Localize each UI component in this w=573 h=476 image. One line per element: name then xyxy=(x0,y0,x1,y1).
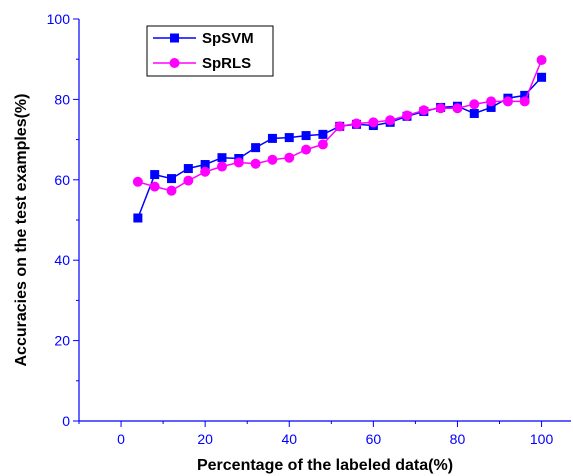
legend-sprls-marker xyxy=(169,58,180,68)
axes: 0 20 40 60 80 100 0 20 40 60 80 100 xyxy=(47,11,571,447)
y-tick-label: 40 xyxy=(54,252,70,268)
legend-sprls-label: SpRLS xyxy=(202,55,251,72)
spsvm-point xyxy=(486,102,496,112)
y-tick-label: 60 xyxy=(54,172,70,188)
sprls-point xyxy=(317,139,328,150)
spsvm-line xyxy=(137,76,543,219)
x-tick-label: 80 xyxy=(450,431,466,447)
sprls-point xyxy=(385,115,396,126)
sprls-point xyxy=(301,144,312,155)
sprls-point xyxy=(536,55,547,66)
spsvm-point xyxy=(133,213,143,223)
sprls-point xyxy=(267,154,278,165)
sprls-point xyxy=(216,161,227,172)
spsvm-point xyxy=(301,131,311,141)
sprls-point xyxy=(418,105,429,116)
y-tick-label: 20 xyxy=(54,333,70,349)
sprls-point xyxy=(183,175,194,186)
sprls-point xyxy=(250,158,261,169)
y-tick-label: 0 xyxy=(62,413,70,429)
sprls-point xyxy=(149,181,160,192)
sprls-point xyxy=(486,96,497,107)
spsvm-point xyxy=(251,143,261,153)
spsvm-point xyxy=(150,170,160,180)
sprls-point xyxy=(469,99,480,110)
x-tick-label: 40 xyxy=(281,431,297,447)
series-layer xyxy=(132,55,547,223)
sprls-point xyxy=(334,121,345,132)
sprls-point xyxy=(233,157,244,168)
sprls-point xyxy=(502,96,513,107)
spsvm-point xyxy=(200,160,210,170)
spsvm-point xyxy=(167,174,177,184)
spsvm-point xyxy=(267,133,277,143)
legend-spsvm-marker xyxy=(170,33,179,43)
sprls-point xyxy=(368,117,379,128)
y-axis-title: Accuracies on the test examples(%) xyxy=(13,94,30,367)
spsvm-point xyxy=(183,164,193,174)
legend: SpSVM SpRLS xyxy=(146,25,274,77)
sprls-point xyxy=(402,110,412,121)
x-tick-label: 20 xyxy=(197,431,213,447)
sprls-point xyxy=(200,166,211,177)
spsvm-point xyxy=(284,133,294,143)
x-tick-label: 60 xyxy=(366,431,382,447)
x-tick-label: 0 xyxy=(117,431,125,447)
sprls-point xyxy=(166,185,177,196)
sprls-point xyxy=(284,152,295,163)
spsvm-point xyxy=(318,129,328,139)
x-axis-title: Percentage of the labeled data(%) xyxy=(197,457,453,474)
sprls-point xyxy=(452,103,463,114)
legend-spsvm-label: SpSVM xyxy=(202,30,254,47)
x-tick-label: 100 xyxy=(530,431,554,447)
sprls-point xyxy=(351,118,362,129)
y-tick-label: 80 xyxy=(54,91,70,107)
spsvm-point xyxy=(520,90,530,100)
sprls-point xyxy=(519,96,530,107)
spsvm-point xyxy=(469,108,479,118)
sprls-point xyxy=(132,176,143,187)
spsvm-point xyxy=(537,72,547,82)
sprls-point xyxy=(435,103,446,114)
legend-box xyxy=(146,25,274,77)
spsvm-point xyxy=(217,153,227,163)
y-tick-label: 100 xyxy=(47,11,71,27)
